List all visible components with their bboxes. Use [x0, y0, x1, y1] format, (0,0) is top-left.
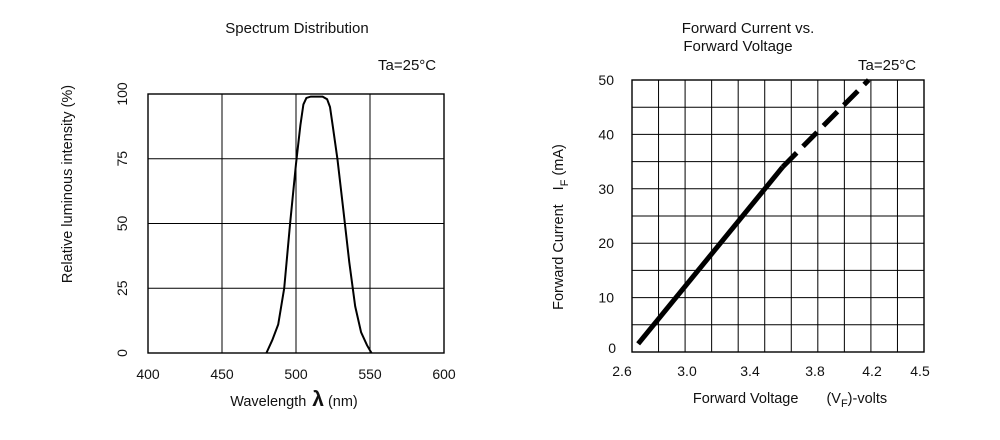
iv-plot-frame: [631, 79, 925, 353]
spectrum-y-tick: 0: [114, 349, 130, 357]
iv-xlabel-unit-pre: (V: [826, 391, 841, 407]
iv-y-tick: 20: [598, 235, 614, 251]
iv-x-tick-labels: 2.6 3.0 3.4 3.8 4.2 4.5: [612, 363, 930, 379]
iv-curve-dashed: [780, 78, 871, 169]
spectrum-x-tick-labels: 400 450 500 550 600: [136, 366, 456, 382]
spectrum-y-tick: 50: [114, 216, 130, 232]
iv-y-tick: 0: [608, 340, 616, 356]
iv-chart: Forward Current vs. Forward Voltage Ta=2…: [551, 20, 930, 410]
iv-x-tick: 3.8: [805, 363, 825, 379]
lambda-symbol: λ: [312, 388, 324, 411]
iv-y-tick: 30: [598, 181, 614, 197]
iv-ylabel-sub: F: [559, 179, 571, 186]
spectrum-xlabel-text: Wavelength: [230, 394, 306, 410]
spectrum-x-axis-label: Wavelength λ (nm): [230, 388, 358, 411]
iv-x-tick: 4.2: [862, 363, 882, 379]
spectrum-x-tick: 450: [210, 366, 234, 382]
spectrum-condition: Ta=25°C: [378, 57, 436, 74]
spectrum-y-axis-label: Relative luminous intensity (%): [60, 85, 76, 283]
iv-x-tick: 3.4: [740, 363, 760, 379]
spectrum-grid: [147, 93, 445, 354]
iv-title-line1: Forward Current vs.: [682, 20, 815, 37]
spectrum-x-tick: 600: [432, 366, 456, 382]
spectrum-plot-frame: [147, 93, 445, 354]
spectrum-curve: [265, 95, 373, 354]
iv-y-tick: 50: [598, 72, 614, 88]
iv-x-tick: 3.0: [677, 363, 697, 379]
spectrum-title: Spectrum Distribution: [225, 20, 368, 37]
iv-y-tick: 40: [598, 126, 614, 142]
iv-x-tick: 2.6: [612, 363, 632, 379]
iv-y-tick: 10: [598, 290, 614, 306]
spectrum-x-tick: 500: [284, 366, 308, 382]
spectrum-xlabel-unit: (nm): [328, 394, 358, 410]
iv-xlabel-text: Forward Voltage: [693, 391, 799, 407]
iv-condition: Ta=25°C: [858, 57, 916, 74]
spectrum-y-tick-labels: 0 25 50 75 100: [114, 82, 130, 357]
iv-x-axis-label: Forward Voltage (VF)-volts: [693, 391, 887, 410]
iv-y-tick-labels: 0 10 20 30 40 50: [598, 72, 616, 356]
iv-x-tick: 4.5: [910, 363, 930, 379]
iv-xlabel-unit-sub: F: [841, 398, 848, 410]
iv-ylabel-text: Forward Current: [551, 204, 567, 310]
iv-curves: [636, 78, 871, 346]
spectrum-y-tick: 100: [114, 82, 130, 106]
iv-xlabel-unit-post: )-volts: [848, 391, 887, 407]
iv-y-axis-label: Forward Current IF (mA): [551, 144, 571, 310]
spectrum-x-tick: 400: [136, 366, 160, 382]
spectrum-y-tick: 25: [114, 280, 130, 296]
iv-ylabel-symbol: I: [551, 186, 567, 190]
iv-title-line2: Forward Voltage: [683, 38, 792, 55]
iv-curve-solid: [636, 165, 785, 346]
iv-ylabel-unit: (mA): [551, 144, 567, 175]
iv-grid: [632, 80, 924, 352]
spectrum-chart: Spectrum Distribution Ta=25°C 400 450 500 5…: [60, 20, 456, 411]
spectrum-x-tick: 550: [358, 366, 382, 382]
spectrum-y-tick: 75: [114, 151, 130, 167]
